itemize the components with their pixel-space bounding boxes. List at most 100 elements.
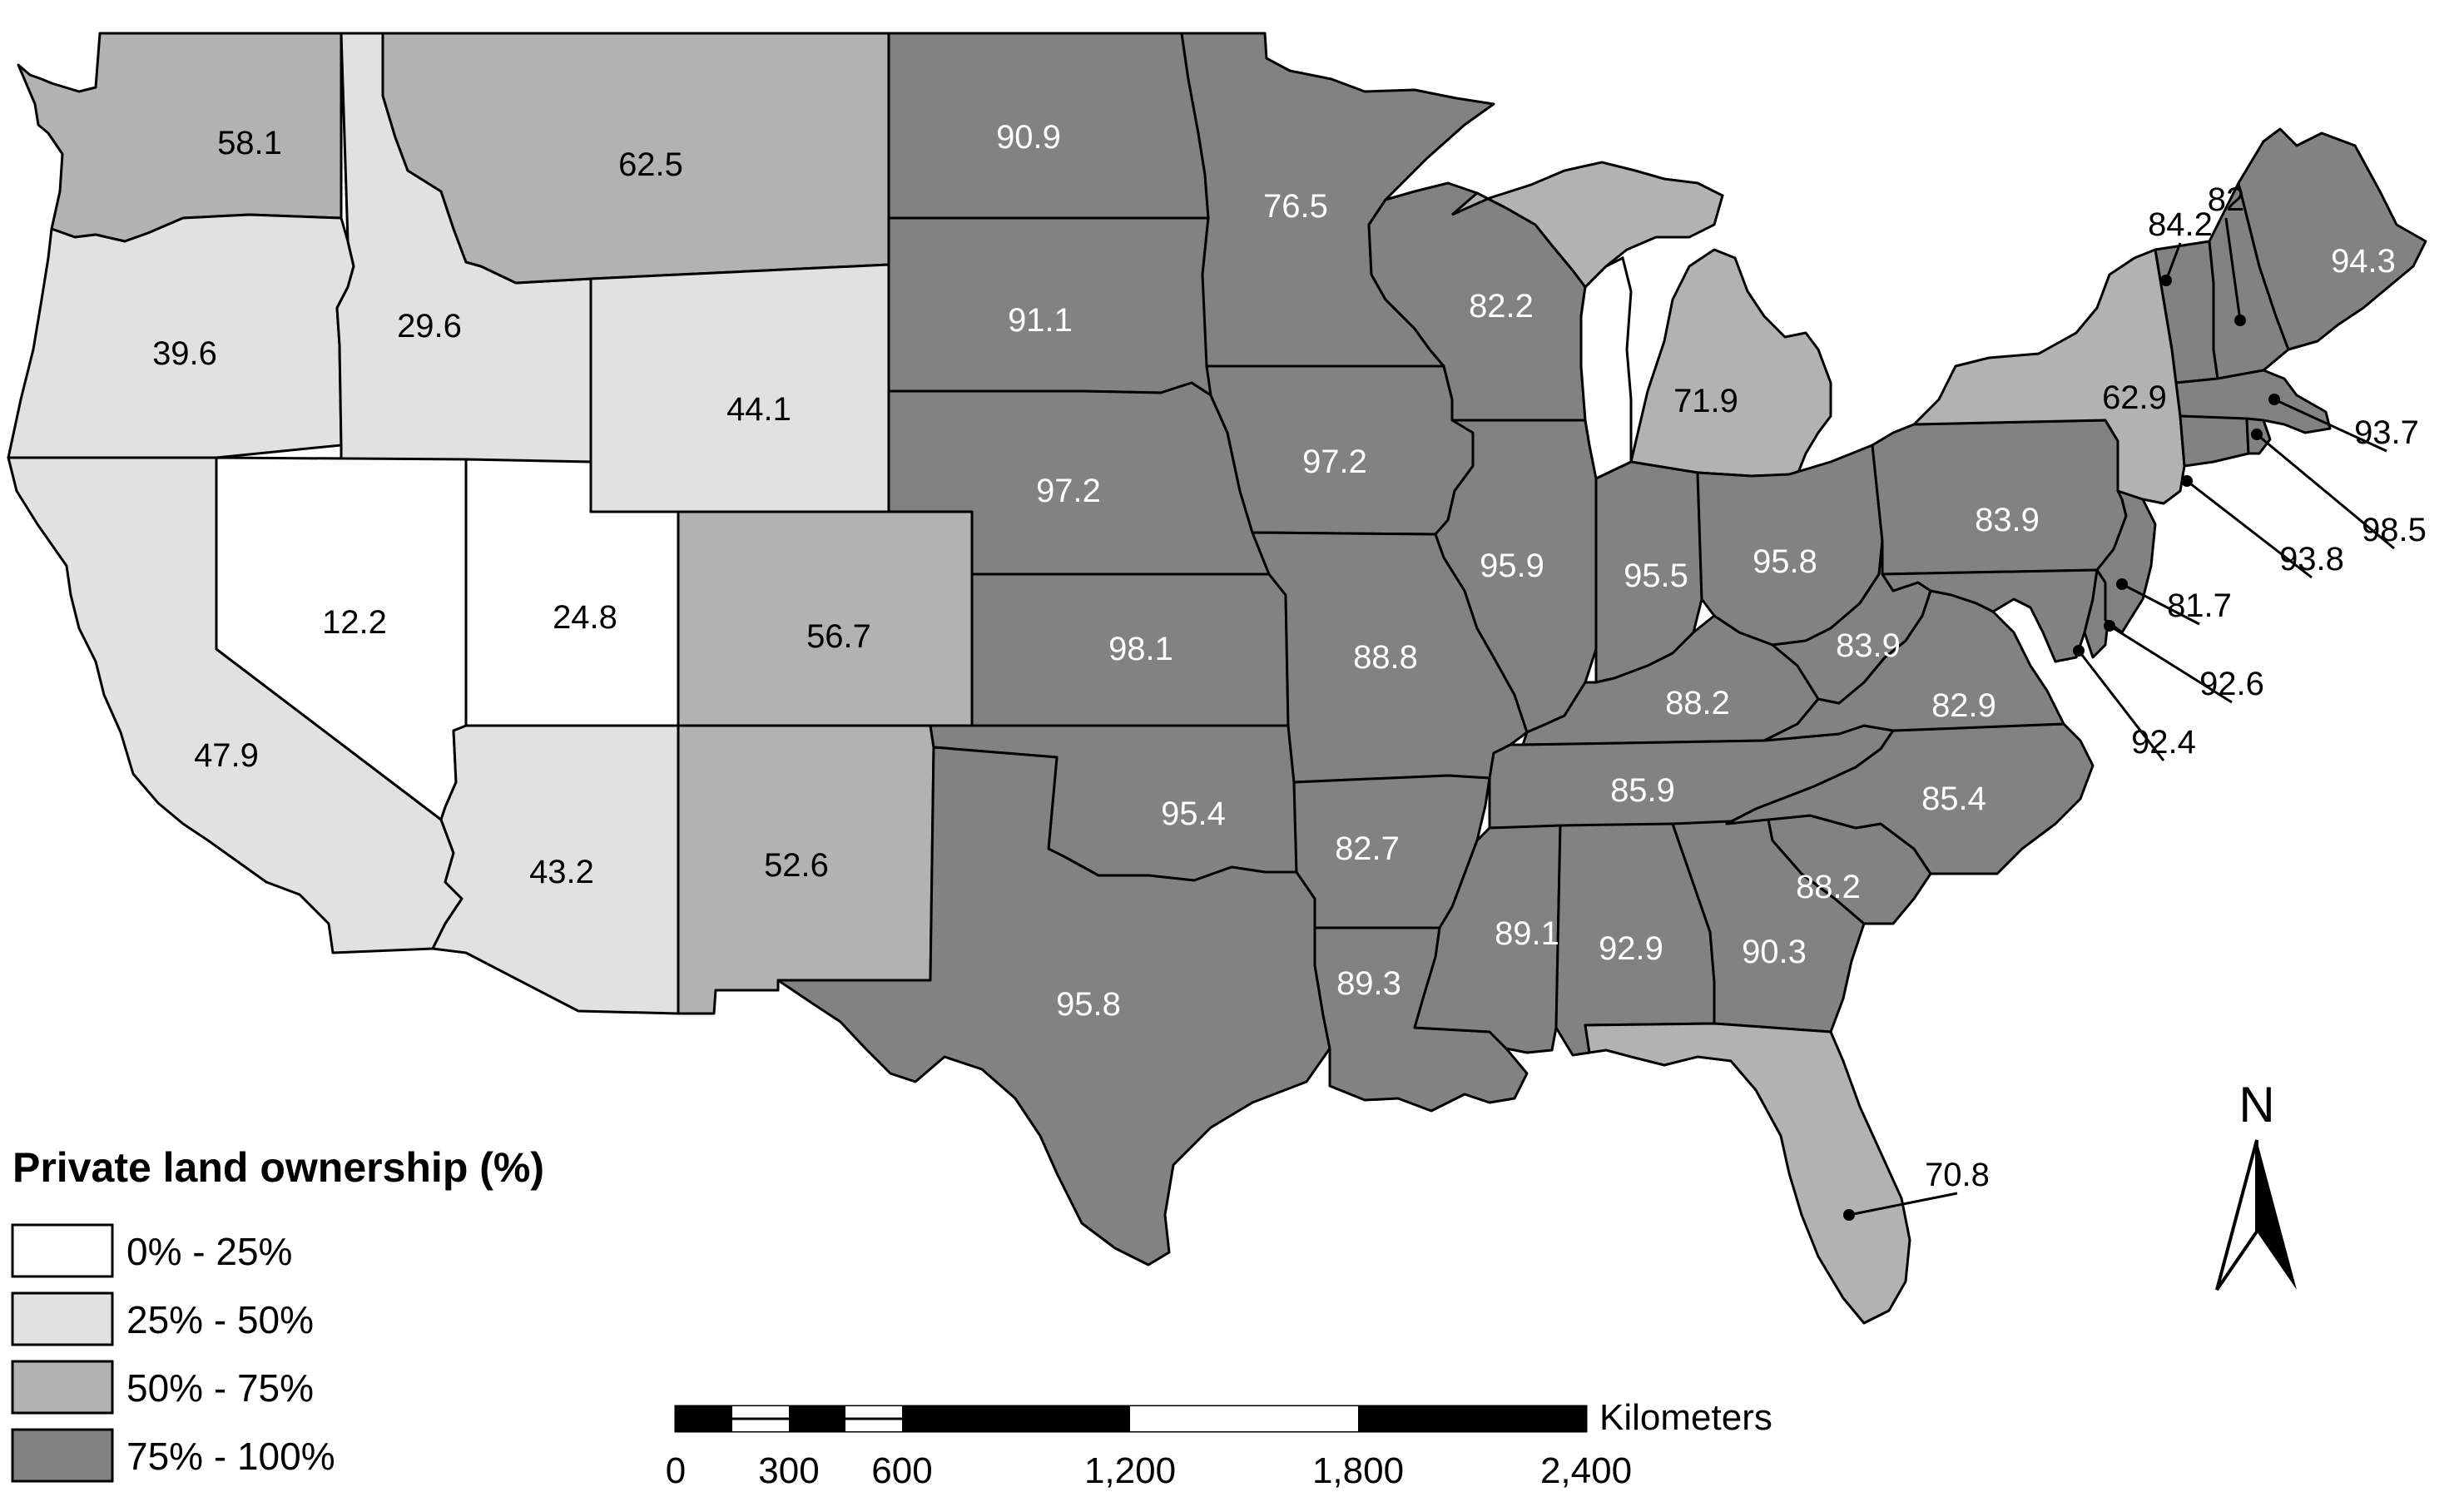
state-value-ct: 93.8 bbox=[2279, 541, 2344, 577]
state-value-nd: 90.9 bbox=[996, 119, 1061, 156]
state-value-ks: 98.1 bbox=[1108, 631, 1173, 667]
state-value-me: 94.3 bbox=[2331, 243, 2396, 280]
state-value-ky: 88.2 bbox=[1665, 685, 1730, 721]
scale-seg-2b bbox=[732, 1419, 789, 1431]
state-ct bbox=[2179, 414, 2250, 468]
state-value-il: 95.9 bbox=[1480, 548, 1544, 584]
leader-dot-ri bbox=[2251, 429, 2263, 440]
state-value-ok: 95.4 bbox=[1161, 796, 1226, 832]
legend-label-2: 25% - 50% bbox=[126, 1298, 314, 1341]
state-nj bbox=[2095, 489, 2157, 634]
legend-swatch-4 bbox=[11, 1428, 114, 1483]
leader-dot-nj bbox=[2116, 578, 2128, 590]
scale-seg-7 bbox=[1358, 1406, 1586, 1431]
state-value-la: 89.3 bbox=[1336, 965, 1401, 1002]
legend-swatch-2 bbox=[11, 1291, 114, 1346]
state-me bbox=[2237, 127, 2427, 351]
state-value-tn: 85.9 bbox=[1610, 772, 1675, 809]
state-value-sc: 88.2 bbox=[1796, 869, 1861, 905]
north-arrow-icon-outline bbox=[2215, 1139, 2258, 1291]
scale-seg-1 bbox=[676, 1406, 732, 1431]
scale-seg-5 bbox=[902, 1406, 1130, 1431]
state-value-ia: 97.2 bbox=[1302, 444, 1367, 480]
legend-title: Private land ownership (%) bbox=[12, 1144, 544, 1191]
state-value-wi: 82.2 bbox=[1469, 288, 1534, 325]
state-wy bbox=[589, 263, 890, 513]
leaders-layer bbox=[1843, 217, 2395, 1221]
state-value-wv: 83.9 bbox=[1836, 627, 1901, 664]
scale-tick-1200: 1,200 bbox=[1084, 1450, 1176, 1491]
state-value-pa: 83.9 bbox=[1975, 502, 2040, 538]
state-fl bbox=[1584, 1022, 1911, 1325]
legend: Private land ownership (%) 0% - 25% 25% … bbox=[11, 1144, 544, 1483]
leader-line-vt bbox=[2164, 242, 2182, 281]
north-arrow-label: N bbox=[2238, 1077, 2274, 1133]
leader-line-ri bbox=[2256, 433, 2395, 550]
state-value-md: 92.4 bbox=[2131, 724, 2196, 761]
state-mi bbox=[1629, 248, 1832, 478]
state-value-or: 39.6 bbox=[152, 335, 217, 372]
state-value-sd: 91.1 bbox=[1008, 302, 1073, 339]
state-value-nm: 52.6 bbox=[764, 847, 829, 884]
north-arrow-icon bbox=[2257, 1140, 2297, 1290]
state-value-ca: 47.9 bbox=[194, 737, 259, 774]
leader-line-fl bbox=[1848, 1192, 1958, 1217]
state-tx bbox=[776, 746, 1331, 1267]
legend-label-4: 75% - 100% bbox=[126, 1435, 335, 1478]
legend-swatch-3 bbox=[11, 1360, 114, 1415]
state-az bbox=[431, 724, 680, 1015]
state-value-nh: 82 bbox=[2208, 181, 2245, 218]
scale-unit: Kilometers bbox=[1599, 1397, 1772, 1438]
legend-label-1: 0% - 25% bbox=[126, 1230, 292, 1273]
state-value-de: 92.6 bbox=[2199, 666, 2264, 702]
scale-seg-2 bbox=[732, 1406, 789, 1419]
leader-line-md bbox=[2077, 650, 2165, 761]
state-value-nj: 81.7 bbox=[2167, 587, 2232, 624]
scale-bar: Kilometers 0 300 600 1,200 1,800 2,400 bbox=[666, 1397, 1772, 1491]
legend-swatch-1 bbox=[11, 1223, 114, 1278]
legend-label-3: 50% - 75% bbox=[126, 1366, 314, 1410]
state-wa bbox=[17, 32, 343, 243]
state-value-mt: 62.5 bbox=[618, 146, 683, 183]
lake-michigan bbox=[1579, 255, 1633, 481]
states-layer bbox=[7, 32, 2427, 1325]
leader-dot-nh bbox=[2234, 315, 2246, 326]
state-nc bbox=[1725, 722, 2095, 875]
state-value-ma: 93.7 bbox=[2354, 414, 2419, 451]
legend-item-4: 75% - 100% bbox=[11, 1428, 335, 1483]
scale-tick-0: 0 bbox=[666, 1450, 686, 1491]
scale-seg-6 bbox=[1130, 1406, 1358, 1431]
leader-dot-vt bbox=[2160, 275, 2172, 286]
state-value-co: 56.7 bbox=[806, 618, 871, 655]
state-value-ar: 82.7 bbox=[1335, 830, 1400, 867]
legend-item-2: 25% - 50% bbox=[11, 1291, 314, 1346]
scale-tick-2400: 2,400 bbox=[1540, 1450, 1632, 1491]
state-value-mn: 76.5 bbox=[1263, 188, 1328, 225]
leader-line-nh bbox=[2224, 217, 2242, 321]
upper-peninsula bbox=[1451, 161, 1724, 290]
state-value-mi: 71.9 bbox=[1673, 383, 1738, 419]
leader-dot-ma bbox=[2268, 394, 2280, 405]
leader-line-ct bbox=[2186, 479, 2313, 579]
state-value-id: 29.6 bbox=[397, 308, 462, 345]
state-value-va: 82.9 bbox=[1931, 687, 1996, 724]
state-value-fl: 70.8 bbox=[1925, 1157, 1990, 1193]
leader-line-de bbox=[2109, 624, 2233, 704]
state-value-ms: 89.1 bbox=[1495, 915, 1559, 952]
state-value-ny: 62.9 bbox=[2102, 379, 2167, 416]
leader-line-nj bbox=[2121, 582, 2200, 626]
state-value-nc: 85.4 bbox=[1921, 781, 1986, 817]
state-value-ne: 97.2 bbox=[1036, 473, 1101, 509]
leader-dot-ct bbox=[2181, 475, 2193, 487]
leader-dot-de bbox=[2104, 620, 2115, 632]
legend-item-3: 50% - 75% bbox=[11, 1360, 314, 1415]
leader-dot-md bbox=[2073, 645, 2085, 657]
state-value-in: 95.5 bbox=[1624, 558, 1688, 594]
state-ms bbox=[1413, 824, 1562, 1054]
state-value-vt: 84.2 bbox=[2148, 206, 2213, 243]
state-value-al: 92.9 bbox=[1599, 930, 1663, 967]
state-value-wy: 44.1 bbox=[726, 391, 791, 428]
state-value-wa: 58.1 bbox=[217, 125, 282, 161]
north-arrow: N bbox=[2215, 1077, 2297, 1291]
